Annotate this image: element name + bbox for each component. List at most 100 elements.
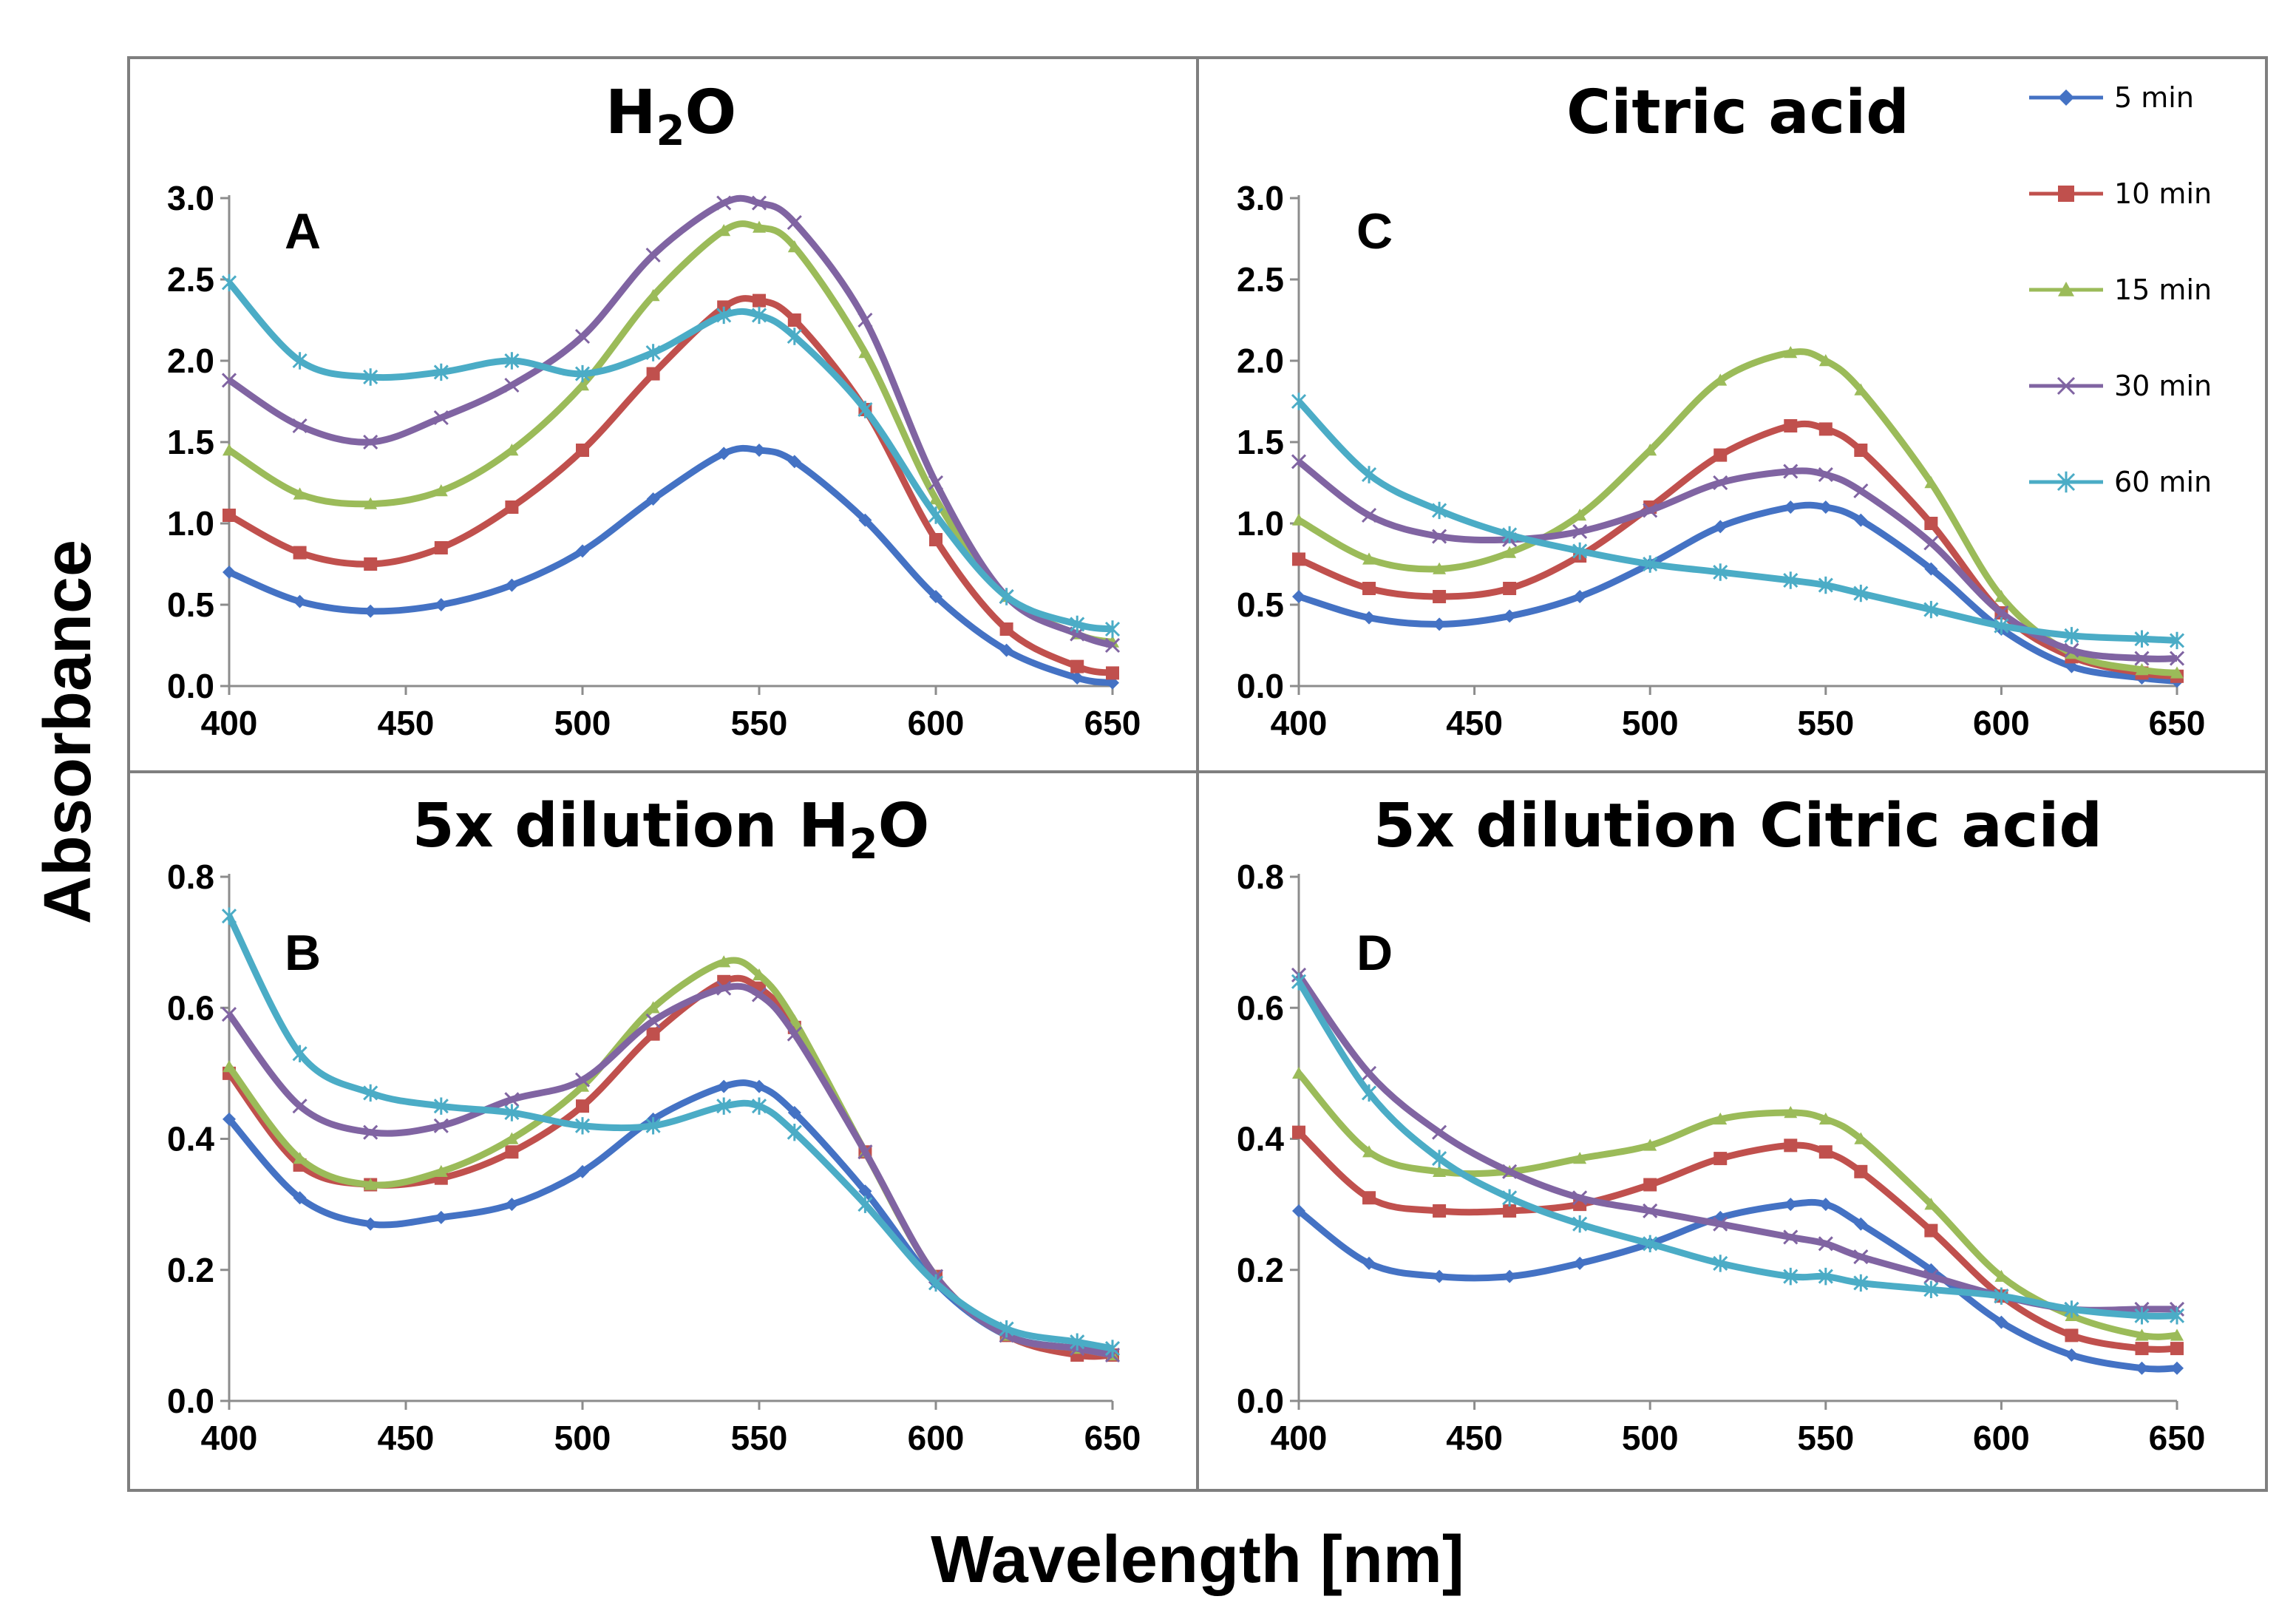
data-point xyxy=(1572,542,1588,560)
data-point xyxy=(1994,1269,2008,1282)
data-point xyxy=(433,1097,449,1115)
x-tick-label: 500 xyxy=(1622,704,1679,742)
series-60-min xyxy=(221,907,1121,1357)
y-tick-label: 0.8 xyxy=(167,858,214,896)
data-point xyxy=(1854,444,1868,457)
data-point xyxy=(1643,555,1658,573)
data-point xyxy=(576,379,589,391)
data-point xyxy=(646,1001,660,1014)
data-point xyxy=(364,1217,378,1231)
data-point xyxy=(1818,1112,1833,1125)
data-point xyxy=(646,492,660,506)
y-tick-label: 1.5 xyxy=(1237,423,1284,461)
data-point xyxy=(1573,509,1587,521)
data-point xyxy=(505,1145,519,1159)
panel-letter: D xyxy=(1356,925,1393,981)
legend-marker xyxy=(2058,282,2074,296)
x-tick-label: 550 xyxy=(1797,704,1854,742)
data-point xyxy=(646,1027,660,1041)
series-60-min xyxy=(1291,973,2185,1325)
data-point xyxy=(2170,666,2184,679)
data-point xyxy=(1853,483,1869,499)
data-point xyxy=(223,1112,236,1126)
data-point xyxy=(1713,448,1728,462)
data-point xyxy=(1104,620,1121,638)
data-point xyxy=(1362,1256,1376,1270)
legend-label: 15 min xyxy=(2114,274,2212,306)
series-30-min xyxy=(221,980,1121,1363)
data-point xyxy=(717,955,731,968)
data-point xyxy=(363,368,378,386)
data-point xyxy=(434,484,448,497)
data-point xyxy=(2135,1342,2149,1356)
data-point xyxy=(292,1045,308,1062)
data-point xyxy=(753,293,766,308)
data-point xyxy=(434,1164,448,1178)
data-point xyxy=(1503,1269,1517,1283)
series-line xyxy=(227,220,1114,646)
series-line xyxy=(1297,458,2178,662)
data-point xyxy=(787,1014,801,1027)
data-point xyxy=(221,274,237,292)
legend-item: 15 min xyxy=(2029,274,2212,306)
data-point xyxy=(1432,1124,1447,1140)
y-tick-label: 1.5 xyxy=(167,423,214,461)
y-tick-label: 2.0 xyxy=(167,342,214,380)
data-point xyxy=(1362,1145,1376,1158)
data-point xyxy=(2135,1328,2149,1341)
y-tick-label: 0.0 xyxy=(167,1382,214,1420)
data-point xyxy=(2135,1361,2149,1375)
series-10-min xyxy=(1292,1125,2184,1356)
x-tick-label: 450 xyxy=(378,1419,435,1457)
data-point xyxy=(1643,1203,1658,1219)
data-point xyxy=(2169,651,2185,666)
data-point xyxy=(1433,1164,1447,1178)
data-point xyxy=(364,557,378,571)
x-tick-label: 650 xyxy=(2149,1419,2206,1457)
series-15-min xyxy=(223,220,1119,648)
data-point xyxy=(751,987,767,1002)
series-line xyxy=(1297,420,2178,680)
data-point xyxy=(857,312,873,328)
data-point xyxy=(223,1060,236,1073)
data-point xyxy=(2064,1300,2079,1318)
x-tick-label: 500 xyxy=(554,1419,611,1457)
data-point xyxy=(1432,1150,1447,1167)
panels: H2O A 0.0 0.5 1.0 1.5 2.0 2.5 3.0 400 450 500 550 600… xyxy=(167,78,2205,1457)
data-point xyxy=(857,1144,873,1160)
data-point xyxy=(1713,1112,1728,1125)
series-line xyxy=(226,974,1113,1360)
x-tick-label: 500 xyxy=(1622,1419,1679,1457)
data-point xyxy=(221,373,237,388)
data-point xyxy=(999,622,1013,636)
y-tick-label: 2.5 xyxy=(167,260,214,299)
y-axis-label: Absorbance xyxy=(31,540,105,924)
data-point xyxy=(716,306,732,325)
data-point xyxy=(1433,1269,1447,1283)
data-point xyxy=(1818,1145,1833,1159)
x-tick-label: 650 xyxy=(1084,1419,1141,1457)
data-point xyxy=(293,1191,307,1205)
y-tick-label: 0.0 xyxy=(167,667,214,705)
data-point xyxy=(1291,393,1307,410)
x-tick-label: 600 xyxy=(908,704,965,742)
data-point xyxy=(858,513,872,527)
data-point xyxy=(857,1195,873,1213)
data-point xyxy=(787,327,802,345)
data-point xyxy=(1502,1189,1518,1206)
data-point xyxy=(505,578,519,592)
y-tick-label: 0.4 xyxy=(167,1120,214,1158)
x-tick-label: 550 xyxy=(731,704,788,742)
y-tick-label: 2.5 xyxy=(1237,260,1284,299)
data-point xyxy=(1573,1152,1587,1164)
data-point xyxy=(787,313,801,327)
data-point xyxy=(1643,503,1658,518)
y-tick-label: 3.0 xyxy=(1237,179,1284,217)
data-point xyxy=(1291,454,1307,469)
data-point xyxy=(574,1117,591,1135)
x-tick-label: 450 xyxy=(378,704,435,742)
data-point xyxy=(576,1079,589,1092)
data-point xyxy=(645,1117,661,1135)
data-point xyxy=(1361,1065,1377,1081)
data-point xyxy=(1502,526,1518,544)
